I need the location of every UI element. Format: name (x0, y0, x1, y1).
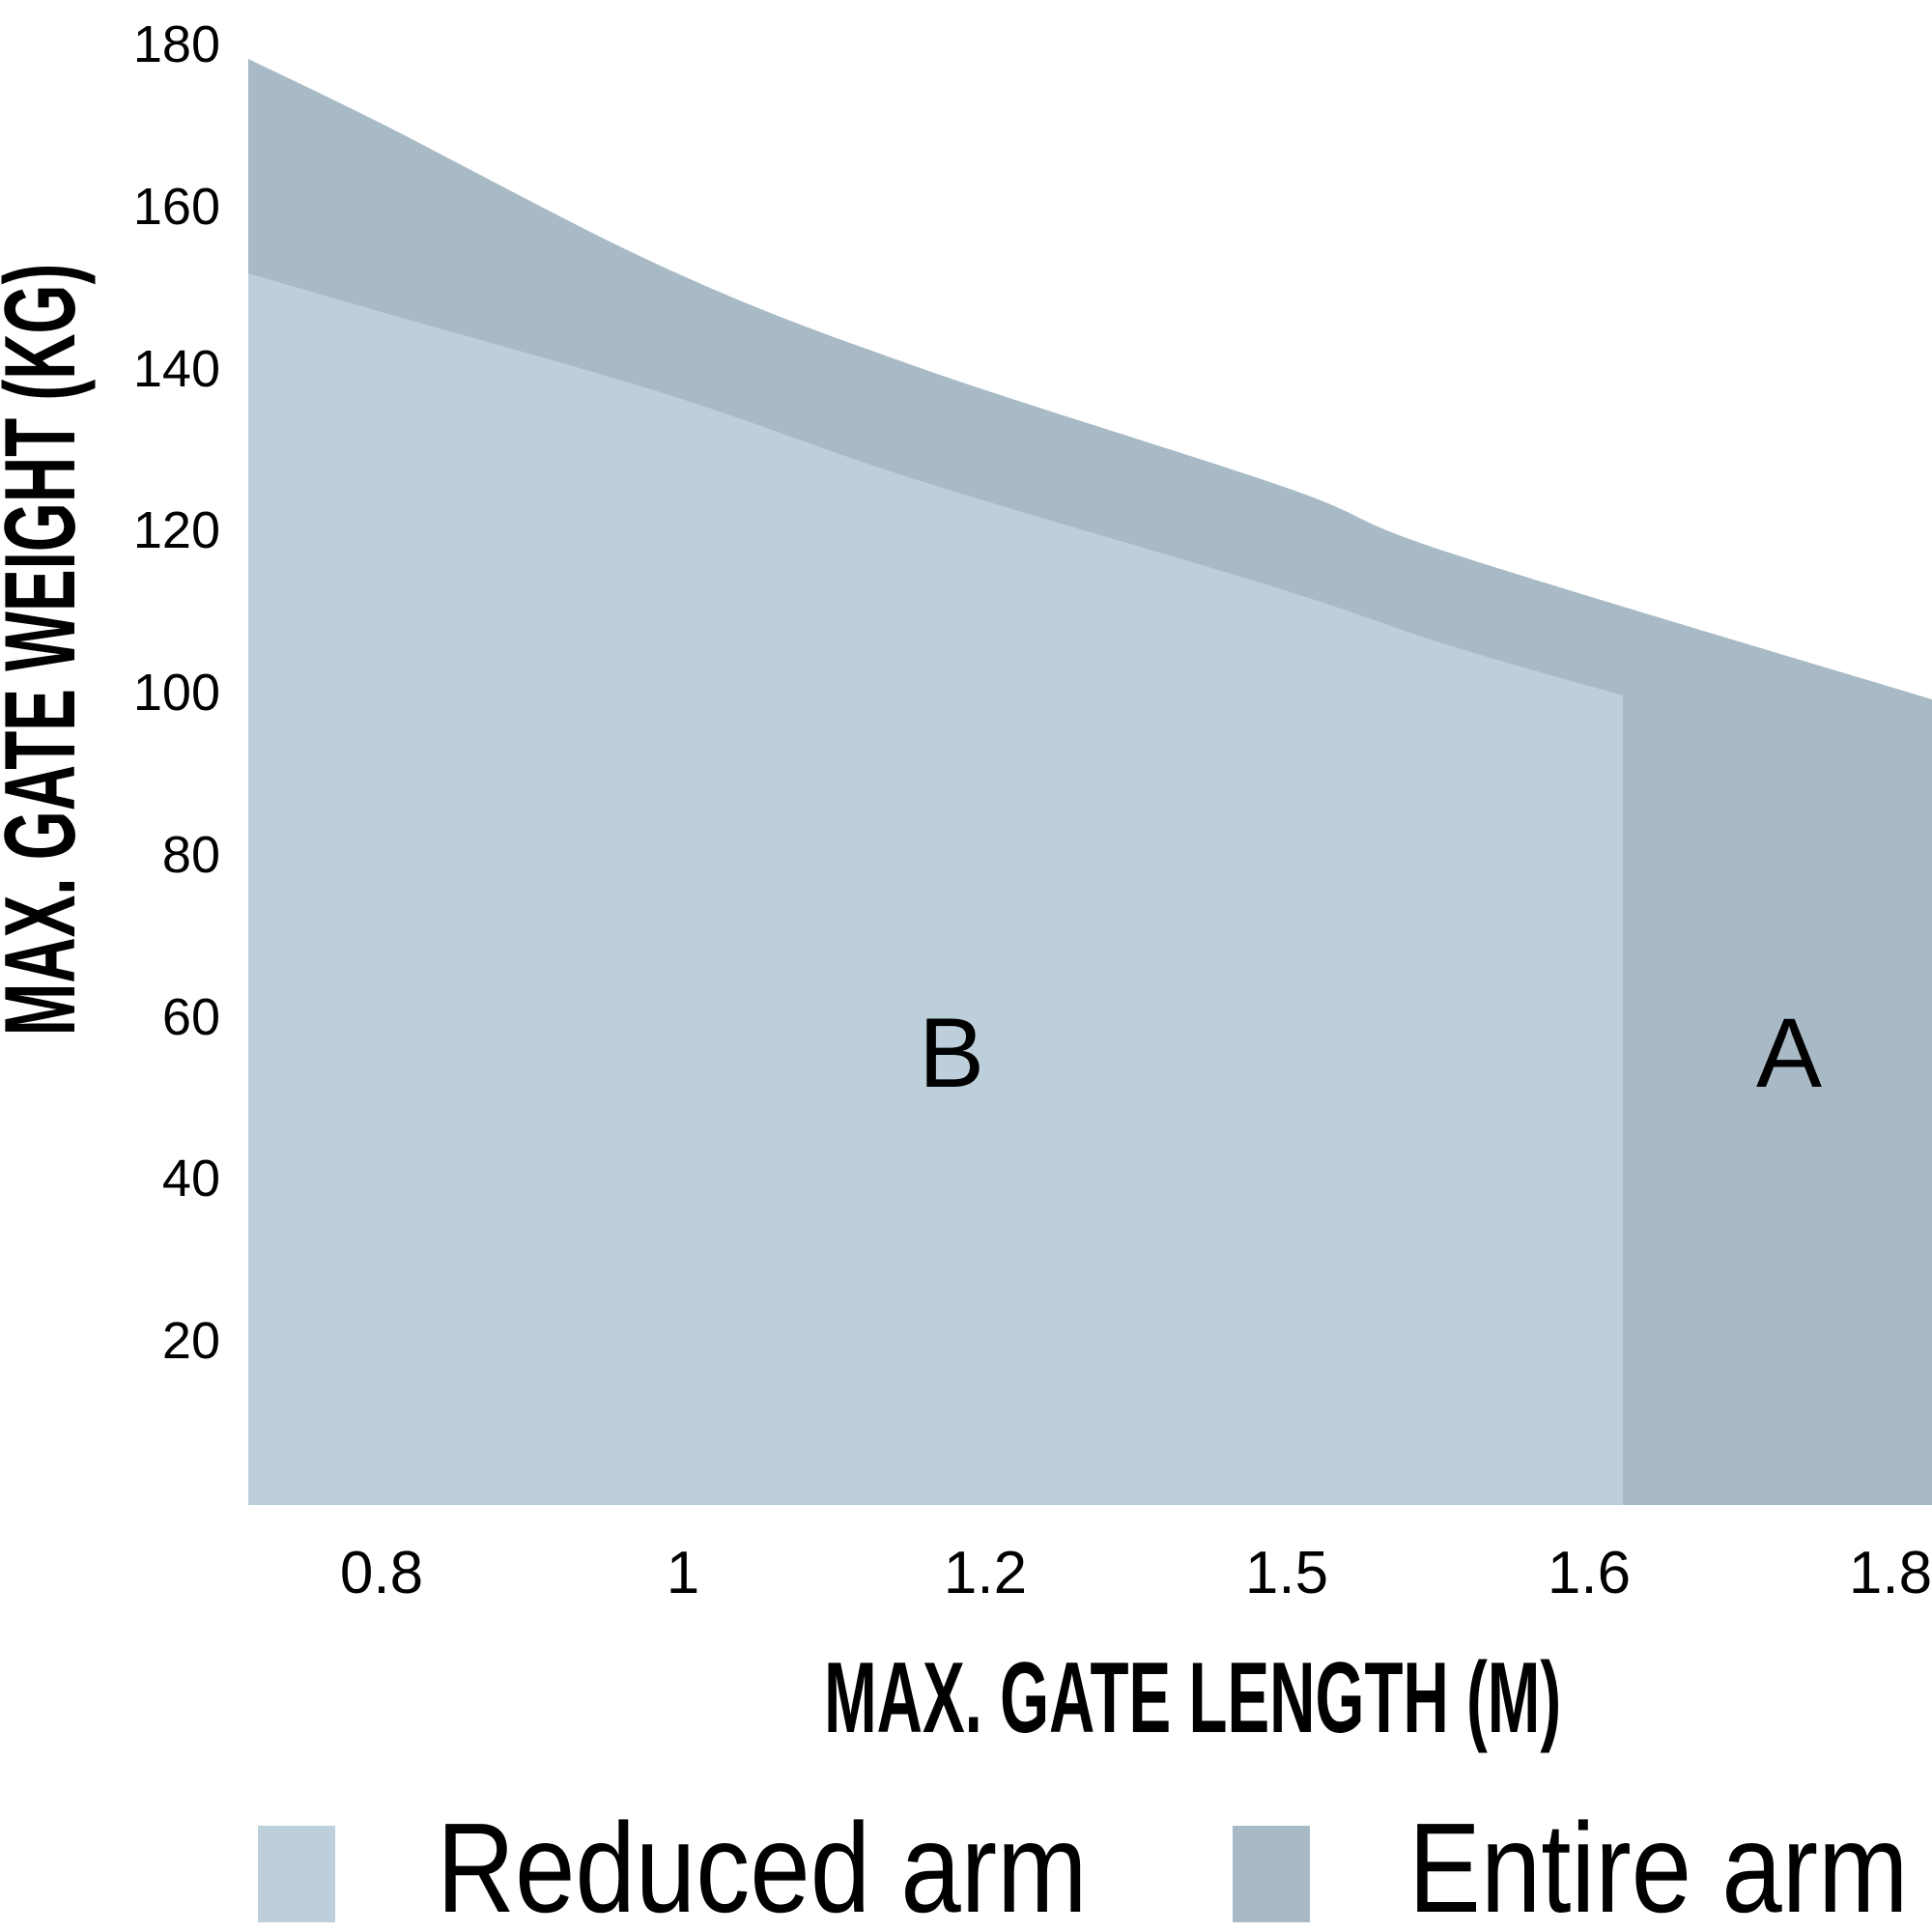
y-tick-label: 140 (132, 340, 220, 398)
reduced-arm-area (248, 273, 1623, 1505)
x-tick-label: 1.6 (1547, 1540, 1632, 1606)
y-tick-label: 180 (132, 15, 220, 73)
y-tick-label: 20 (161, 1312, 220, 1370)
y-tick-label: 100 (132, 664, 220, 722)
y-tick-label: 120 (132, 501, 220, 559)
x-tick-label: 1 (666, 1540, 700, 1606)
x-tick-label: 1.8 (1848, 1540, 1932, 1606)
x-axis-title: MAX. GATE LENGTH (M) (608, 1648, 1574, 1748)
region-label-b: B (918, 998, 985, 1108)
y-tick-label: 60 (161, 988, 220, 1046)
region-label-a: A (1755, 998, 1823, 1108)
legend-swatch-entire-arm (1233, 1826, 1310, 1922)
y-tick-label: 40 (161, 1150, 220, 1208)
x-tick-label: 1.5 (1244, 1540, 1329, 1606)
y-tick-label: 160 (132, 178, 220, 236)
x-tick-label: 1.2 (943, 1540, 1028, 1606)
x-axis-title-text: MAX. GATE LENGTH (M) (824, 1642, 1562, 1754)
x-tick-label: 0.8 (339, 1540, 424, 1606)
legend-swatch-reduced-arm (258, 1826, 335, 1922)
legend-label-reduced-arm: Reduced arm (437, 1797, 1088, 1932)
y-tick-label: 80 (161, 826, 220, 884)
y-axis-title-text: MAX. GATE WEIGHT (KG) (0, 263, 97, 1037)
y-axis-title: MAX. GATE WEIGHT (KG) (0, 264, 97, 1263)
legend-label-entire-arm: Entire arm (1408, 1797, 1909, 1932)
